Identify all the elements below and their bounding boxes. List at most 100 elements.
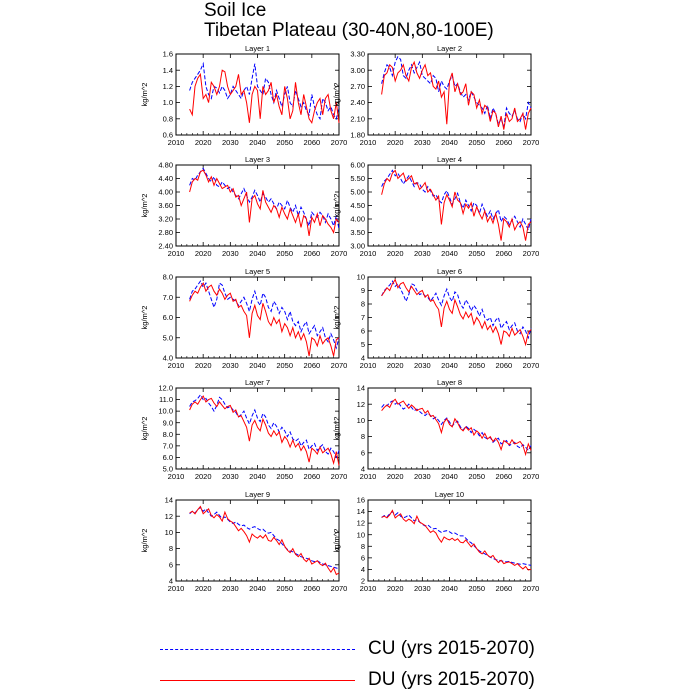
y-tick-label: 8.0 — [163, 273, 173, 282]
y-tick-label: 3.20 — [158, 215, 173, 224]
x-tick-label: 2040 — [249, 138, 266, 147]
series-line-cu — [381, 510, 532, 566]
x-tick-label: 2020 — [387, 138, 404, 147]
panel-title: Layer 8 — [437, 378, 462, 387]
x-tick-label: 2030 — [222, 361, 239, 370]
x-tick-label: 2070 — [523, 361, 540, 370]
y-tick-label: 2.40 — [158, 242, 173, 251]
y-tick-label: 0.6 — [163, 131, 173, 140]
legend-swatch-cu — [160, 649, 355, 650]
y-tick-label: 6 — [361, 327, 365, 336]
y-tick-label: 4 — [361, 465, 365, 474]
y-axis-label: kg/m^2 — [140, 529, 149, 553]
series-line-cu — [189, 280, 340, 350]
panel-title: Layer 4 — [437, 155, 462, 164]
y-tick-label: 6 — [361, 448, 365, 457]
y-tick-label: 4.0 — [163, 354, 173, 363]
y-tick-label: 4 — [169, 577, 173, 586]
y-tick-label: 10 — [357, 273, 365, 282]
figure-subtitle: Tibetan Plateau (30-40N,80-100E) — [204, 20, 494, 41]
x-tick-label: 2040 — [441, 472, 458, 481]
y-tick-label: 4 — [361, 354, 365, 363]
y-tick-label: 6.00 — [350, 161, 365, 170]
legend-label-du: DU (yrs 2015-2070) — [368, 669, 535, 690]
x-tick-label: 2060 — [495, 138, 512, 147]
x-tick-label: 2070 — [523, 138, 540, 147]
y-axis-label: kg/m^2 — [332, 417, 341, 441]
series-line-du — [189, 169, 340, 236]
x-tick-label: 2060 — [303, 138, 320, 147]
x-tick-label: 2070 — [331, 361, 348, 370]
x-tick-label: 2070 — [331, 472, 348, 481]
y-tick-label: 2.10 — [350, 114, 365, 123]
x-tick-label: 2040 — [441, 361, 458, 370]
x-tick-label: 2070 — [331, 249, 348, 258]
x-tick-label: 2020 — [195, 249, 212, 258]
x-tick-label: 2070 — [523, 472, 540, 481]
y-tick-label: 0.8 — [163, 114, 173, 123]
y-tick-label: 14 — [357, 384, 365, 393]
legend-swatch-du — [160, 680, 355, 681]
y-tick-label: 4 — [361, 565, 365, 574]
y-tick-label: 2.80 — [158, 228, 173, 237]
series-line-cu — [381, 400, 532, 452]
panel-title: Layer 2 — [437, 44, 462, 53]
y-tick-label: 5.0 — [163, 333, 173, 342]
panel-layer-1: Layer 1 2010 2020 2030 2040 2050 2060 2070 0.6 0.… — [140, 44, 347, 147]
x-tick-label: 2040 — [441, 249, 458, 258]
y-tick-label: 5 — [361, 340, 365, 349]
plot-frame — [367, 164, 532, 247]
panel-title: Layer 7 — [245, 378, 270, 387]
y-axis-label: kg/m^2 — [140, 194, 149, 218]
y-tick-label: 1.6 — [163, 50, 173, 59]
x-tick-label: 2060 — [303, 584, 320, 593]
panel-layer-5: Layer 5 2010 2020 2030 2040 2050 2060 2070 4.0 5.… — [140, 267, 347, 370]
panel-title: Layer 3 — [245, 155, 270, 164]
panel-layer-9: Layer 9 2010 2020 2030 2040 2050 2060 2070 4 6 8 10… — [140, 490, 347, 593]
y-tick-label: 10 — [357, 530, 365, 539]
y-tick-label: 6 — [361, 553, 365, 562]
y-tick-label: 16 — [357, 496, 365, 505]
y-tick-label: 3.30 — [350, 50, 365, 59]
x-tick-label: 2040 — [441, 584, 458, 593]
x-tick-label: 2010 — [360, 138, 377, 147]
series-line-cu — [189, 506, 340, 570]
panel-title: Layer 9 — [245, 490, 270, 499]
x-tick-label: 2050 — [276, 249, 293, 258]
x-tick-label: 2030 — [414, 472, 431, 481]
series-line-cu — [189, 394, 340, 459]
y-tick-label: 7.0 — [163, 441, 173, 450]
panel-layer-7: Layer 7 2010 2020 2030 2040 2050 2060 2070 5.0 6.… — [140, 378, 347, 481]
y-tick-label: 4.00 — [158, 188, 173, 197]
y-axis-label: kg/m^2 — [332, 83, 341, 107]
x-tick-label: 2060 — [495, 249, 512, 258]
plot-frame — [367, 276, 532, 359]
x-tick-label: 2010 — [168, 249, 185, 258]
x-tick-label: 2010 — [360, 249, 377, 258]
plot-frame — [175, 164, 340, 247]
panel-title: Layer 5 — [245, 267, 270, 276]
x-tick-label: 2050 — [468, 361, 485, 370]
x-tick-label: 2060 — [303, 361, 320, 370]
y-tick-label: 1.4 — [163, 66, 173, 75]
x-tick-label: 2020 — [387, 361, 404, 370]
x-tick-label: 2010 — [360, 361, 377, 370]
y-tick-label: 3.60 — [158, 201, 173, 210]
y-tick-label: 8.0 — [163, 430, 173, 439]
series-line-du — [381, 60, 532, 130]
y-tick-label: 14 — [165, 496, 173, 505]
x-tick-label: 2060 — [303, 249, 320, 258]
panel-title: Layer 1 — [245, 44, 270, 53]
y-tick-label: 4.50 — [350, 201, 365, 210]
plot-frame — [175, 499, 340, 582]
y-tick-label: 5.0 — [163, 465, 173, 474]
x-tick-label: 2010 — [360, 472, 377, 481]
y-tick-label: 6 — [169, 560, 173, 569]
x-tick-label: 2060 — [495, 361, 512, 370]
x-tick-label: 2060 — [495, 584, 512, 593]
x-tick-label: 2020 — [387, 472, 404, 481]
x-tick-label: 2070 — [331, 138, 348, 147]
